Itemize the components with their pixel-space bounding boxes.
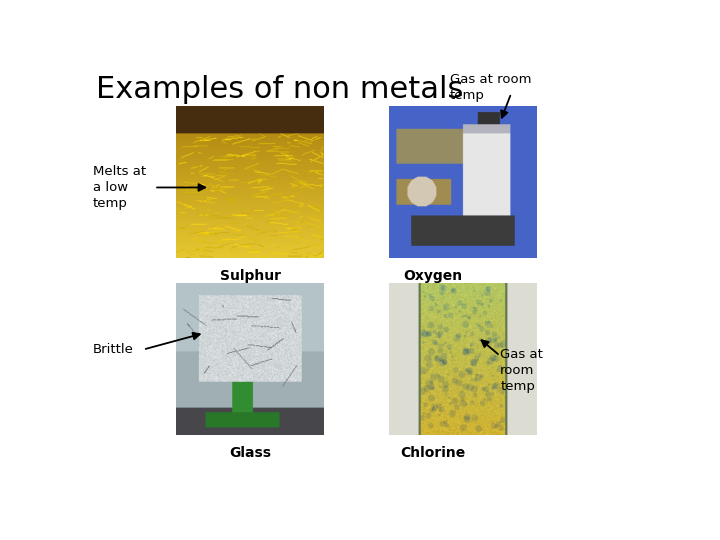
Text: Gas at room
temp: Gas at room temp bbox=[450, 73, 531, 102]
Text: Oxygen: Oxygen bbox=[404, 269, 463, 284]
Text: Glass: Glass bbox=[230, 446, 271, 460]
Text: Gas at
room
temp: Gas at room temp bbox=[500, 348, 543, 393]
Text: Chlorine: Chlorine bbox=[400, 446, 466, 460]
Text: Melts at
a low
temp: Melts at a low temp bbox=[93, 165, 146, 210]
Text: Brittle: Brittle bbox=[93, 343, 134, 356]
Text: Examples of non metals: Examples of non metals bbox=[96, 75, 463, 104]
Text: Sulphur: Sulphur bbox=[220, 269, 282, 284]
